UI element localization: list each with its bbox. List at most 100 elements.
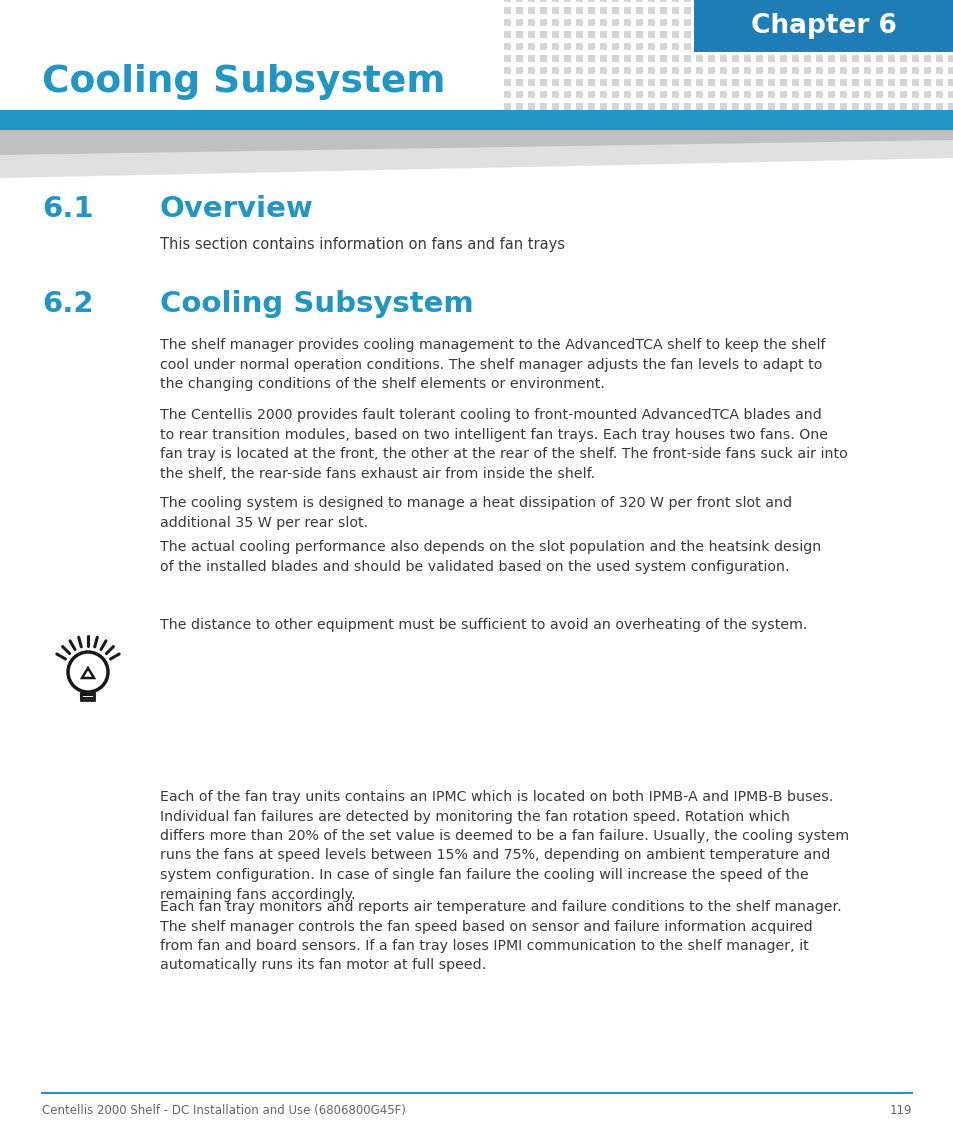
Bar <box>36 0 43 2</box>
Bar <box>696 19 702 26</box>
Bar <box>84 7 91 14</box>
Bar <box>299 55 307 62</box>
Bar <box>168 103 174 110</box>
Bar <box>144 68 151 74</box>
Bar <box>935 68 942 74</box>
Bar <box>636 0 642 2</box>
Bar <box>696 103 702 110</box>
Bar <box>755 103 762 110</box>
Bar <box>348 55 355 62</box>
Bar <box>899 79 906 86</box>
Bar <box>48 90 55 98</box>
Bar <box>395 55 402 62</box>
Bar <box>132 31 139 38</box>
Bar <box>108 103 115 110</box>
Bar <box>539 31 546 38</box>
Bar <box>144 19 151 26</box>
Bar <box>372 79 378 86</box>
Bar <box>372 44 378 50</box>
Bar <box>192 90 199 98</box>
Bar <box>71 19 79 26</box>
Bar <box>911 19 918 26</box>
Bar <box>372 19 378 26</box>
Bar <box>275 55 283 62</box>
Bar <box>156 7 163 14</box>
Bar <box>707 68 714 74</box>
Bar <box>887 19 894 26</box>
Bar <box>264 68 271 74</box>
Bar <box>671 31 679 38</box>
Bar <box>288 31 294 38</box>
Bar <box>887 103 894 110</box>
Bar <box>84 103 91 110</box>
Text: Each fan tray monitors and reports air temperature and failure conditions to the: Each fan tray monitors and reports air t… <box>160 900 841 972</box>
Bar <box>935 90 942 98</box>
Bar <box>60 103 67 110</box>
Bar <box>264 0 271 2</box>
Bar <box>780 19 786 26</box>
Bar <box>228 103 234 110</box>
Bar <box>240 68 247 74</box>
Bar <box>204 19 211 26</box>
Bar <box>60 90 67 98</box>
Bar <box>707 0 714 2</box>
Bar <box>623 68 630 74</box>
Bar <box>671 7 679 14</box>
Bar <box>192 0 199 2</box>
Bar <box>180 44 187 50</box>
Bar <box>887 68 894 74</box>
Bar <box>60 0 67 2</box>
Bar <box>264 44 271 50</box>
Bar <box>587 19 595 26</box>
Bar <box>96 44 103 50</box>
Bar <box>359 44 367 50</box>
Bar <box>24 7 30 14</box>
Bar <box>204 7 211 14</box>
Bar <box>359 31 367 38</box>
Bar <box>456 79 462 86</box>
Bar <box>48 19 55 26</box>
Bar <box>527 0 535 2</box>
Bar <box>180 31 187 38</box>
Bar <box>71 44 79 50</box>
Bar <box>947 31 953 38</box>
Bar <box>84 19 91 26</box>
Bar <box>851 0 858 2</box>
Bar <box>527 7 535 14</box>
Bar <box>108 19 115 26</box>
Bar <box>863 44 870 50</box>
Bar <box>707 31 714 38</box>
Bar <box>815 0 822 2</box>
Bar <box>443 0 451 2</box>
Bar <box>359 7 367 14</box>
Bar <box>275 44 283 50</box>
Bar <box>647 7 655 14</box>
Bar <box>683 103 690 110</box>
Bar <box>696 68 702 74</box>
Bar <box>875 7 882 14</box>
Bar <box>443 68 451 74</box>
Bar <box>516 55 522 62</box>
Bar <box>108 79 115 86</box>
Bar <box>731 19 739 26</box>
Bar <box>384 103 391 110</box>
Bar <box>120 55 127 62</box>
Bar <box>671 103 679 110</box>
Bar <box>144 103 151 110</box>
Bar <box>887 7 894 14</box>
Bar <box>947 79 953 86</box>
Bar <box>623 19 630 26</box>
Bar <box>132 7 139 14</box>
Bar <box>408 31 415 38</box>
Bar <box>132 0 139 2</box>
Bar <box>288 0 294 2</box>
Bar <box>923 44 930 50</box>
Bar <box>419 55 427 62</box>
Bar <box>743 19 750 26</box>
Bar <box>0 0 953 110</box>
Bar <box>348 7 355 14</box>
Bar <box>96 19 103 26</box>
Bar <box>215 68 223 74</box>
Bar <box>923 31 930 38</box>
Bar <box>647 55 655 62</box>
